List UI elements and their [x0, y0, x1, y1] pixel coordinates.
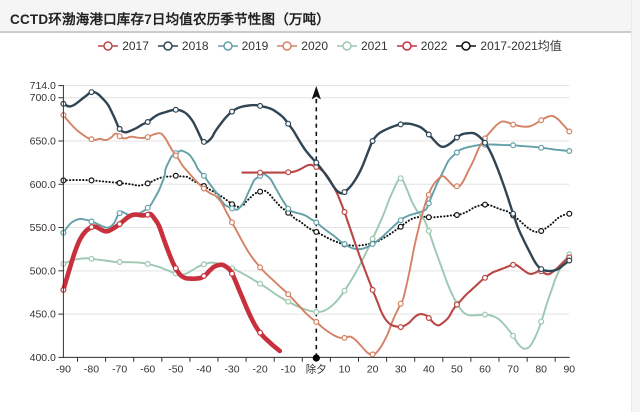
svg-text:600.0: 600.0 [30, 179, 56, 191]
svg-text:500.0: 500.0 [30, 265, 56, 277]
svg-text:-80: -80 [84, 364, 99, 376]
svg-text:80: 80 [535, 364, 547, 376]
svg-text:450.0: 450.0 [30, 309, 56, 321]
svg-text:50: 50 [451, 364, 463, 376]
svg-text:-70: -70 [112, 364, 127, 376]
svg-text:70: 70 [507, 364, 519, 376]
svg-text:-30: -30 [224, 364, 239, 376]
svg-text:714.0: 714.0 [30, 80, 56, 92]
svg-text:30: 30 [395, 364, 407, 376]
svg-text:90: 90 [563, 364, 575, 376]
svg-text:400.0: 400.0 [30, 352, 56, 364]
svg-text:-50: -50 [168, 364, 183, 376]
svg-text:550.0: 550.0 [30, 222, 56, 234]
svg-text:10: 10 [339, 364, 351, 376]
svg-text:650.0: 650.0 [30, 136, 56, 148]
svg-text:-40: -40 [196, 364, 211, 376]
svg-text:-20: -20 [253, 364, 268, 376]
svg-text:-60: -60 [140, 364, 155, 376]
svg-text:-10: -10 [281, 364, 296, 376]
svg-text:-90: -90 [56, 364, 71, 376]
svg-text:20: 20 [367, 364, 379, 376]
svg-text:40: 40 [423, 364, 435, 376]
svg-text:700.0: 700.0 [30, 92, 56, 104]
svg-text:除夕: 除夕 [306, 363, 327, 376]
svg-text:60: 60 [479, 364, 491, 376]
